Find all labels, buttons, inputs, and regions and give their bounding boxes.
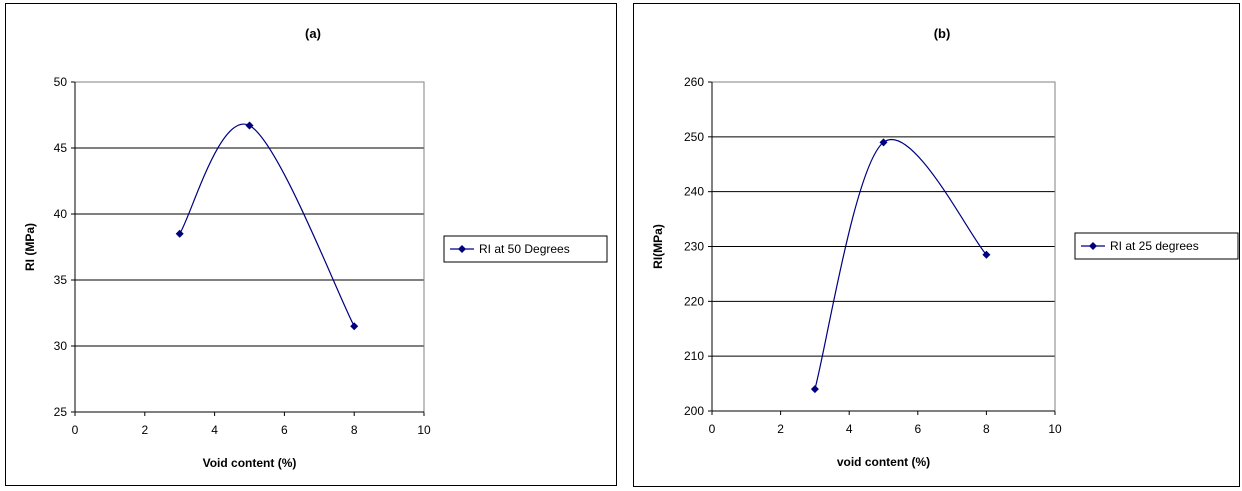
data-point-a-0-0	[175, 229, 184, 238]
data-point-b-0-2	[982, 250, 991, 259]
chart-b-svg: (b) 200 210 220 230 240 250 260 0 2 4 6 8 10 void cont…	[651, 26, 1239, 469]
data-point-b-0-1	[879, 138, 888, 147]
y-tick-label-a-0: 25	[54, 405, 68, 419]
chart-title-b: (b)	[934, 26, 951, 41]
series-line-b-0	[814, 138, 987, 390]
legend-label-a: RI at 50 Degrees	[479, 242, 570, 256]
x-tick-label-a-1: 2	[141, 423, 148, 437]
y-tick-label-a-5: 50	[54, 75, 68, 89]
y-axis-label-b: RI(MPa)	[651, 224, 665, 269]
y-tick-label-b-1: 210	[684, 349, 704, 363]
x-tick-label-b-2: 4	[846, 422, 853, 436]
data-point-a-0-1	[245, 121, 254, 130]
x-tick-label-a-4: 8	[351, 423, 358, 437]
y-tick-label-a-1: 30	[54, 339, 68, 353]
y-tick-label-a-3: 40	[54, 207, 68, 221]
y-tick-label-a-2: 35	[54, 273, 68, 287]
y-tick-label-b-5: 250	[684, 130, 704, 144]
legend-marker-b	[1089, 242, 1097, 250]
data-point-a-0-2	[350, 322, 359, 331]
series-line-a-0	[179, 123, 355, 327]
chart-a-svg: (a) 25 30 35 40 45 50 0 2 4 6 8 10 Void content (%) RI…	[23, 26, 608, 470]
y-tick-label-a-4: 45	[54, 141, 68, 155]
plot-area-a	[74, 81, 425, 413]
x-axis-label-a: Void content (%)	[203, 456, 297, 470]
x-tick-label-a-5: 10	[417, 423, 431, 437]
y-tick-label-b-0: 200	[684, 404, 704, 418]
y-tick-label-b-4: 240	[684, 185, 704, 199]
x-tick-label-b-0: 0	[709, 422, 716, 436]
legend-marker-a	[458, 245, 466, 253]
x-tick-label-b-5: 10	[1048, 422, 1062, 436]
x-tick-label-a-2: 4	[211, 423, 218, 437]
chart-panel-a: (a) 25 30 35 40 45 50 0 2 4 6 8 10 Void content (%) RI…	[5, 3, 617, 486]
chart-panel-b: (b) 200 210 220 230 240 250 260 0 2 4 6 8 10 void cont…	[633, 3, 1240, 487]
chart-title-a: (a)	[305, 26, 321, 41]
x-tick-label-b-4: 8	[983, 422, 990, 436]
legend-label-b: RI at 25 degrees	[1110, 239, 1199, 253]
data-point-b-0-0	[810, 385, 819, 394]
y-tick-label-b-3: 230	[684, 240, 704, 254]
y-axis-label-a: RI (MPa)	[23, 223, 37, 271]
y-tick-label-b-6: 260	[684, 75, 704, 89]
x-tick-label-b-1: 2	[777, 422, 784, 436]
x-tick-label-b-3: 6	[914, 422, 921, 436]
x-tick-label-a-3: 6	[281, 423, 288, 437]
x-tick-label-a-0: 0	[72, 423, 79, 437]
y-tick-label-b-2: 220	[684, 294, 704, 308]
x-axis-label-b: void content (%)	[837, 455, 930, 469]
